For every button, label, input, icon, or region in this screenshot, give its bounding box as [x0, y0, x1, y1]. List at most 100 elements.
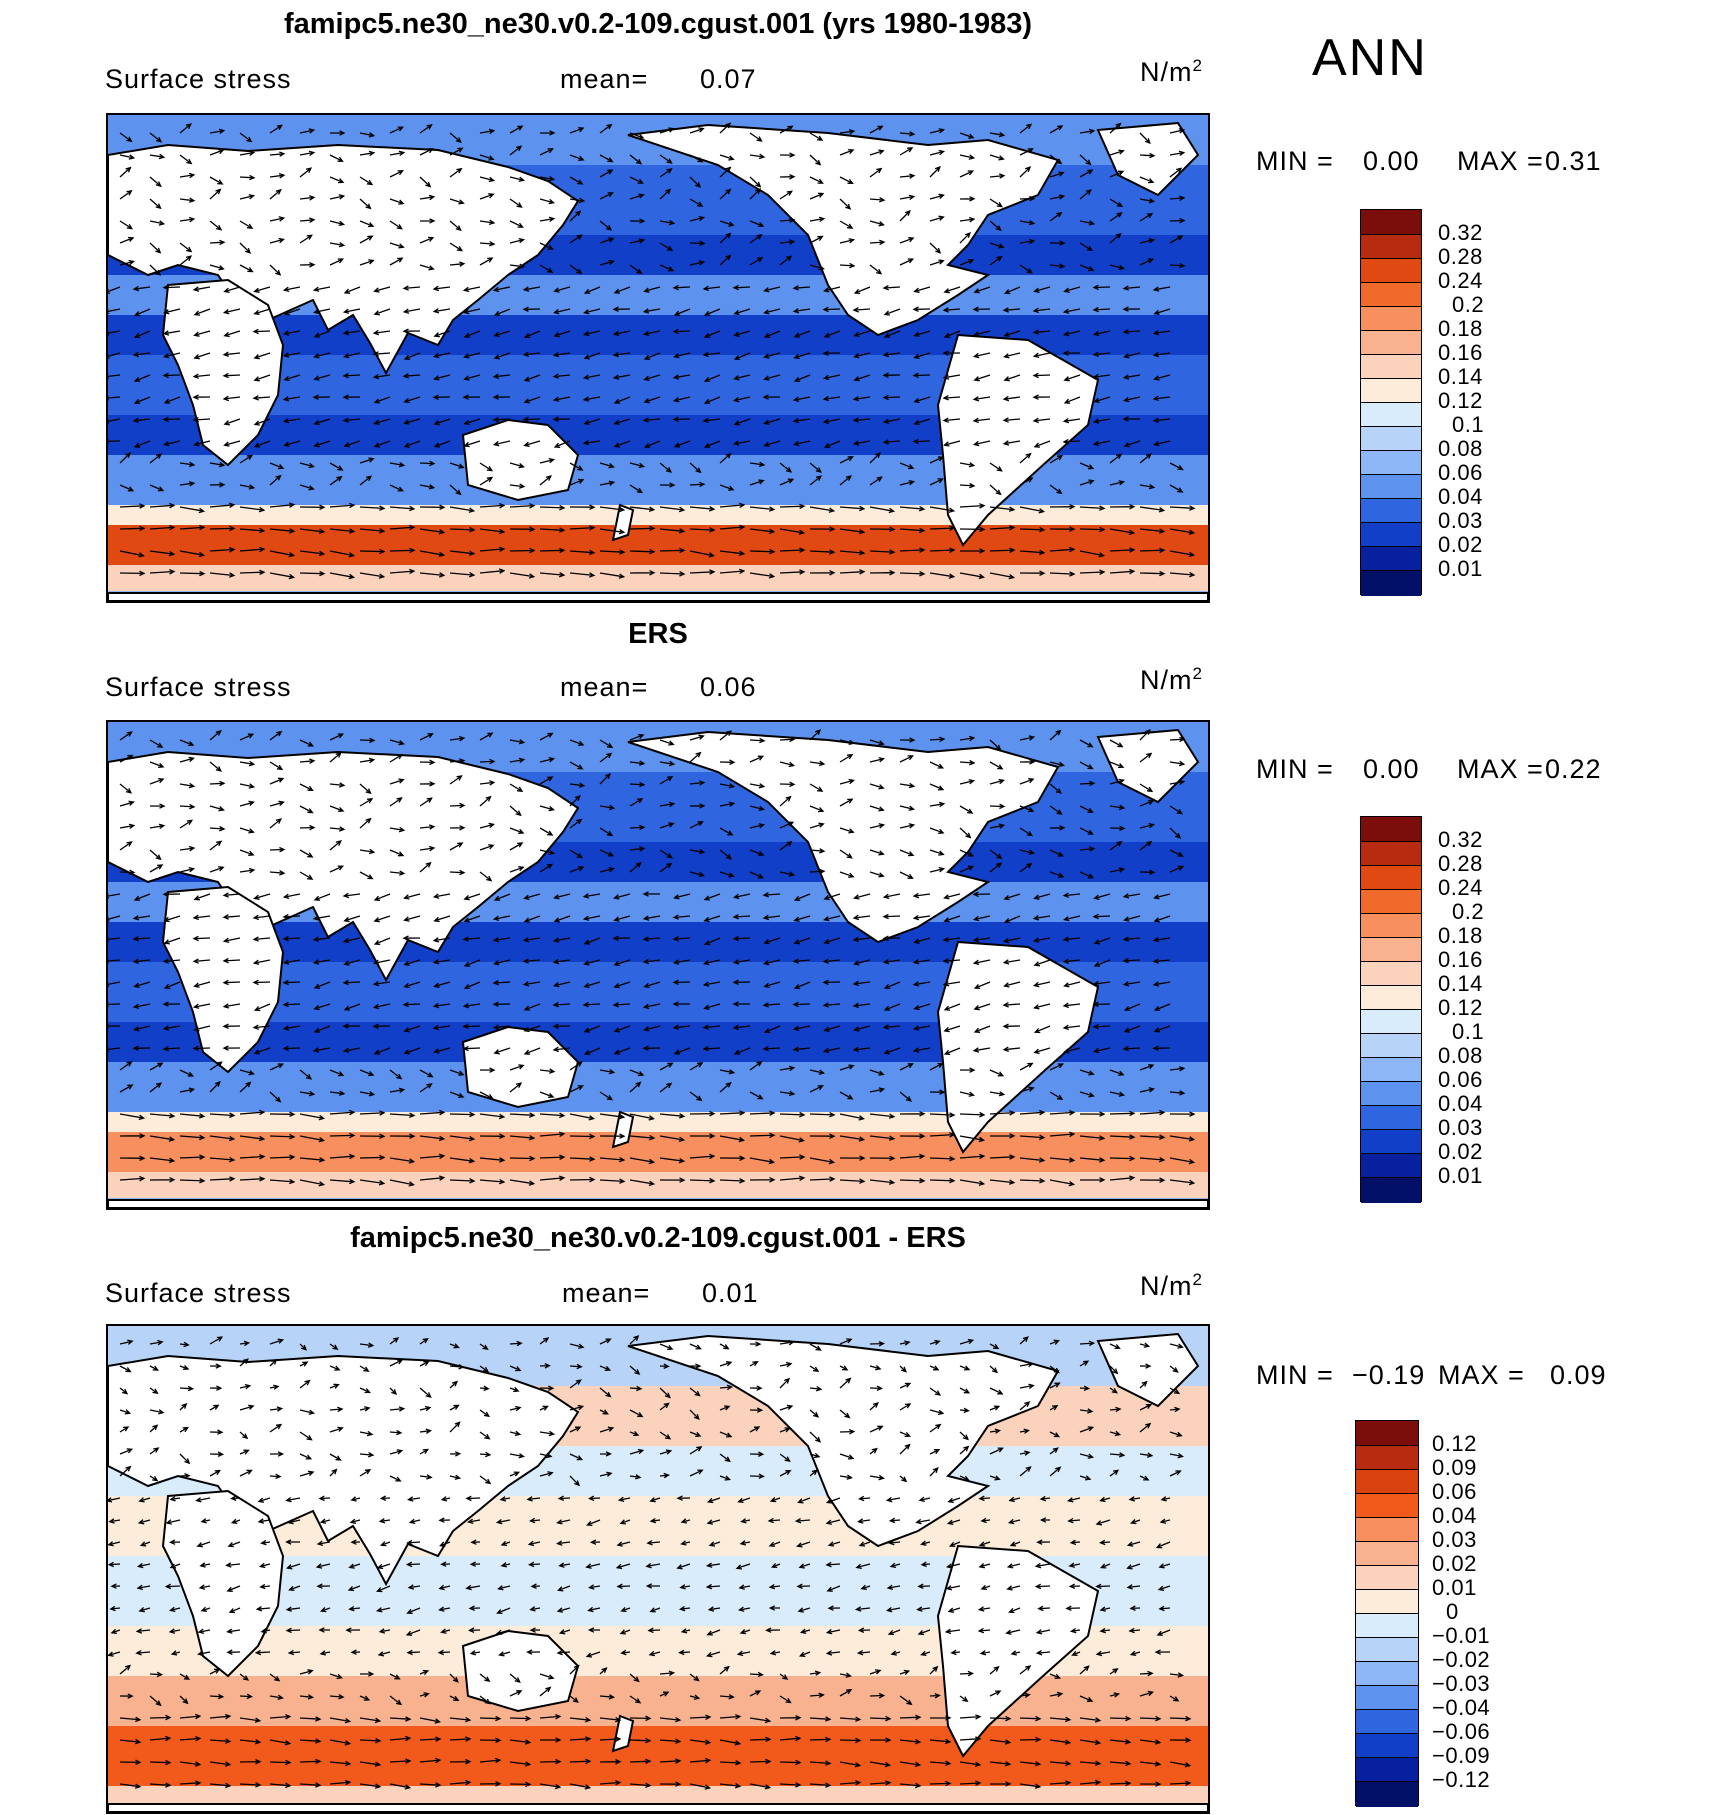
stress-vector-arrow: [569, 1475, 581, 1487]
stress-vector-arrow: [569, 1783, 592, 1790]
colorbar-swatch: [1361, 282, 1421, 308]
stress-vector-arrow: [209, 1713, 232, 1720]
stress-vector-arrow: [882, 418, 901, 425]
stress-vector-arrow: [959, 503, 986, 509]
stress-vector-arrow: [509, 1739, 532, 1745]
stress-vector-arrow: [647, 1627, 661, 1634]
stress-vector-arrow: [539, 805, 555, 812]
stress-vector-arrow: [989, 524, 1016, 531]
stress-vector-arrow: [468, 1627, 481, 1633]
stress-vector-arrow: [613, 893, 631, 900]
stress-vector-arrow: [269, 216, 286, 222]
field-band: [108, 525, 1208, 565]
stress-vector-arrow: [899, 1177, 926, 1184]
stress-vector-arrow: [1019, 148, 1034, 156]
stress-vector-arrow: [239, 527, 266, 534]
stress-vector-arrow: [989, 739, 1002, 751]
stress-vector-arrow: [523, 374, 541, 382]
colorbar-tick-label: 0.16: [1438, 947, 1483, 972]
stress-vector-arrow: [749, 1385, 763, 1391]
colorbar-swatch: [1356, 1757, 1418, 1783]
stress-vector-arrow: [719, 524, 746, 531]
stress-vector-arrow: [449, 220, 462, 232]
stress-vector-arrow: [779, 1090, 796, 1097]
stress-vector-arrow: [1019, 1401, 1031, 1411]
stress-vector-arrow: [269, 1178, 296, 1185]
stress-vector-arrow: [239, 1673, 250, 1681]
stress-vector-arrow: [342, 1047, 361, 1053]
stress-vector-arrow: [133, 374, 151, 382]
stress-vector-arrow: [223, 286, 241, 293]
stress-vector-arrow: [239, 1739, 262, 1745]
stress-vector-arrow: [553, 440, 571, 448]
stress-vector-arrow: [929, 165, 941, 178]
stress-vector-arrow: [299, 167, 313, 178]
stress-vector-arrow: [299, 871, 314, 880]
colorbar-tick-label: 0.01: [1438, 556, 1483, 581]
stress-vector-arrow: [149, 864, 164, 873]
stress-vector-arrow: [642, 958, 661, 965]
stress-vector-arrow: [179, 216, 196, 223]
stress-vector-arrow: [599, 1178, 626, 1184]
stress-vector-arrow: [257, 1518, 271, 1524]
stress-vector-arrow: [899, 237, 915, 244]
stress-vector-arrow: [239, 194, 256, 200]
stress-vector-arrow: [689, 1387, 701, 1397]
stress-vector-arrow: [869, 452, 881, 464]
stress-vector-arrow: [239, 1069, 255, 1076]
stress-vector-arrow: [440, 1628, 451, 1634]
stress-vector-arrow: [569, 549, 596, 556]
stress-vector-arrow: [629, 1758, 652, 1765]
colorbar-swatch: [1361, 426, 1421, 452]
stress-vector-arrow: [989, 803, 1006, 810]
stress-vector-arrow: [1160, 1496, 1171, 1502]
stress-vector-arrow: [149, 1424, 159, 1433]
stress-vector-arrow: [162, 372, 181, 379]
stress-vector-arrow: [582, 1001, 601, 1008]
stress-vector-arrow: [403, 959, 421, 967]
stress-vector-arrow: [149, 1365, 160, 1371]
stress-vector-arrow: [659, 822, 675, 829]
stress-vector-arrow: [1062, 417, 1081, 424]
stress-vector-arrow: [1019, 1109, 1046, 1116]
stress-vector-arrow: [133, 330, 151, 339]
stress-vector-arrow: [209, 1385, 223, 1391]
stress-vector-arrow: [1019, 219, 1036, 226]
stress-vector-arrow: [882, 351, 901, 358]
stress-vector-arrow: [449, 1421, 461, 1433]
stress-vector-arrow: [135, 1649, 151, 1656]
stress-vector-arrow: [313, 418, 331, 426]
stress-vector-arrow: [989, 1179, 1016, 1185]
stress-vector-arrow: [703, 440, 721, 448]
stress-vector-arrow: [539, 264, 554, 273]
stress-vector-arrow: [929, 1112, 956, 1118]
stress-vector-arrow: [523, 1025, 541, 1033]
stress-vector-arrow: [493, 959, 511, 966]
panel-2-units: N/m2: [1140, 664, 1203, 695]
stress-vector-arrow: [449, 1380, 458, 1389]
stress-vector-arrow: [959, 1736, 982, 1742]
stress-vector-arrow: [389, 1359, 404, 1367]
stress-vector-arrow: [389, 778, 405, 785]
stress-vector-arrow: [899, 258, 915, 266]
stress-vector-arrow: [299, 824, 316, 831]
stress-vector-arrow: [108, 936, 121, 943]
stress-vector-arrow: [179, 154, 193, 165]
stress-vector-arrow: [329, 176, 345, 184]
stress-vector-arrow: [509, 1405, 522, 1412]
stress-vector-arrow: [479, 241, 496, 247]
stress-vector-arrow: [809, 462, 822, 473]
stress-vector-arrow: [989, 1343, 1000, 1350]
stress-vector-arrow: [119, 1365, 132, 1373]
stress-vector-arrow: [539, 1363, 551, 1369]
stress-vector-arrow: [179, 819, 194, 829]
stress-vector-arrow: [989, 1428, 1002, 1434]
stress-vector-arrow: [839, 128, 856, 135]
stress-vector-arrow: [839, 456, 854, 464]
colorbar-swatch: [1356, 1781, 1418, 1807]
stress-vector-arrow: [1035, 1629, 1051, 1635]
stress-vector-arrow: [1169, 1761, 1192, 1768]
stress-vector-arrow: [977, 1627, 991, 1634]
stress-vector-arrow: [929, 259, 945, 266]
stress-vector-arrow: [612, 306, 631, 312]
